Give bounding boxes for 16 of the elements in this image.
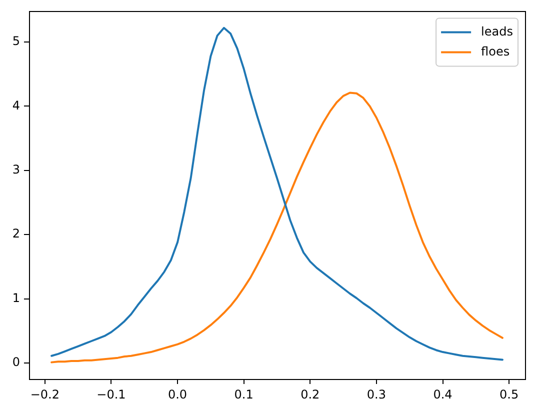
y-tick-label: 1 xyxy=(12,290,20,305)
x-tick-label: −0.2 xyxy=(30,387,60,402)
y-tick-label: 3 xyxy=(12,162,20,177)
legend-label: leads xyxy=(481,24,514,38)
x-tick-label: −0.1 xyxy=(96,387,126,402)
y-tick-label: 0 xyxy=(12,355,20,370)
legend-label: floes xyxy=(481,44,510,58)
y-tick-label: 4 xyxy=(12,98,20,112)
x-tick-label: 0.5 xyxy=(500,387,519,402)
y-tick-label: 2 xyxy=(12,226,20,241)
x-tick-label: 0.1 xyxy=(234,387,254,402)
y-tick-label: 5 xyxy=(12,34,20,48)
x-tick-label: 0.4 xyxy=(433,387,452,402)
x-tick-label: 0.0 xyxy=(168,387,188,402)
x-tick-label: 0.3 xyxy=(366,387,386,402)
x-tick-label: 0.2 xyxy=(300,387,320,402)
